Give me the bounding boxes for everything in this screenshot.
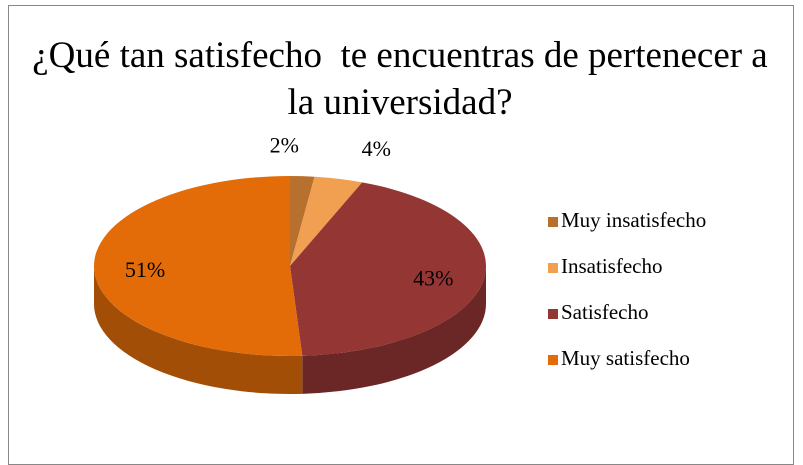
pie-slice bbox=[290, 176, 315, 266]
data-label: 43% bbox=[413, 265, 453, 290]
legend-label: Insatisfecho bbox=[561, 254, 662, 278]
page: {"chart_data": {"type": "pie", "title": … bbox=[8, 5, 794, 465]
data-label: 4% bbox=[362, 136, 391, 161]
legend-swatch bbox=[548, 355, 558, 365]
legend-swatch bbox=[548, 217, 558, 227]
chart: 2% 4% 43% 51% Muy insatisfecho Insatisfecho Sa… bbox=[94, 132, 706, 394]
data-label: 2% bbox=[270, 132, 299, 157]
chart-title: ¿Qué tan satisfecho te encuentras de per… bbox=[32, 35, 777, 123]
pie-slice bbox=[290, 176, 363, 266]
legend-label: Muy satisfecho bbox=[561, 346, 690, 370]
pie-slice bbox=[94, 176, 303, 356]
legend-swatch bbox=[548, 309, 558, 319]
legend-label: Muy insatisfecho bbox=[561, 208, 706, 232]
pie-slice bbox=[290, 182, 487, 356]
pie-slice-side bbox=[302, 266, 486, 394]
legend-label: Satisfecho bbox=[561, 300, 648, 324]
data-label: 51% bbox=[125, 257, 165, 282]
pie-slice-side bbox=[94, 266, 303, 394]
legend-swatch bbox=[548, 263, 558, 273]
